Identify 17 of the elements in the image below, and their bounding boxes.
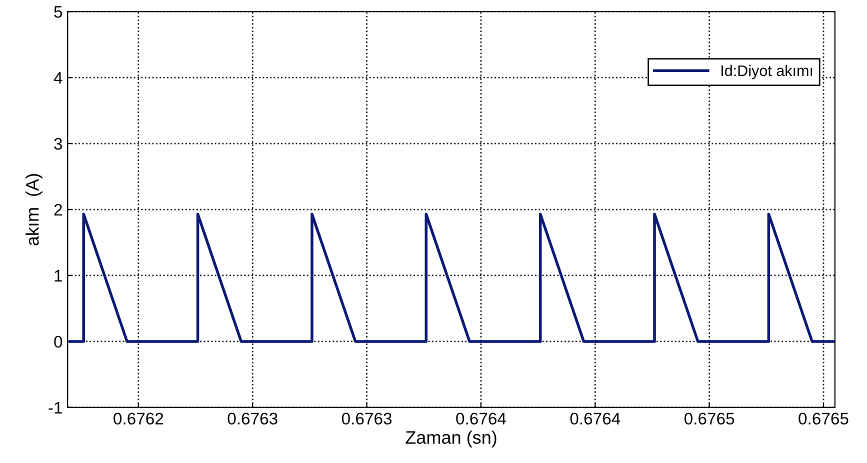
y-tick-label: 3	[54, 138, 62, 150]
x-tick-label: 0.6765	[684, 412, 734, 425]
y-tick-label: 0	[54, 336, 62, 348]
y-axis-title: akım (A)	[26, 174, 42, 246]
y-tick-label: 1	[54, 270, 62, 282]
y-tick-label: 4	[54, 72, 62, 84]
y-tick-label: 5	[54, 6, 62, 18]
x-axis-title: Zaman (sn)	[406, 430, 496, 448]
y-tick-label: -1	[48, 402, 62, 414]
legend-label: Id:Diyot akımı	[722, 64, 812, 80]
x-tick-label: 0.6762	[114, 412, 164, 425]
x-tick-label: 0.6764	[456, 412, 506, 425]
x-tick-label: 0.6763	[342, 412, 392, 425]
x-tick-label: 0.6764	[570, 412, 620, 425]
x-tick-label: 0.6763	[228, 412, 278, 425]
x-tick-label: 0.6765	[798, 412, 848, 425]
y-tick-label: 2	[54, 204, 62, 216]
